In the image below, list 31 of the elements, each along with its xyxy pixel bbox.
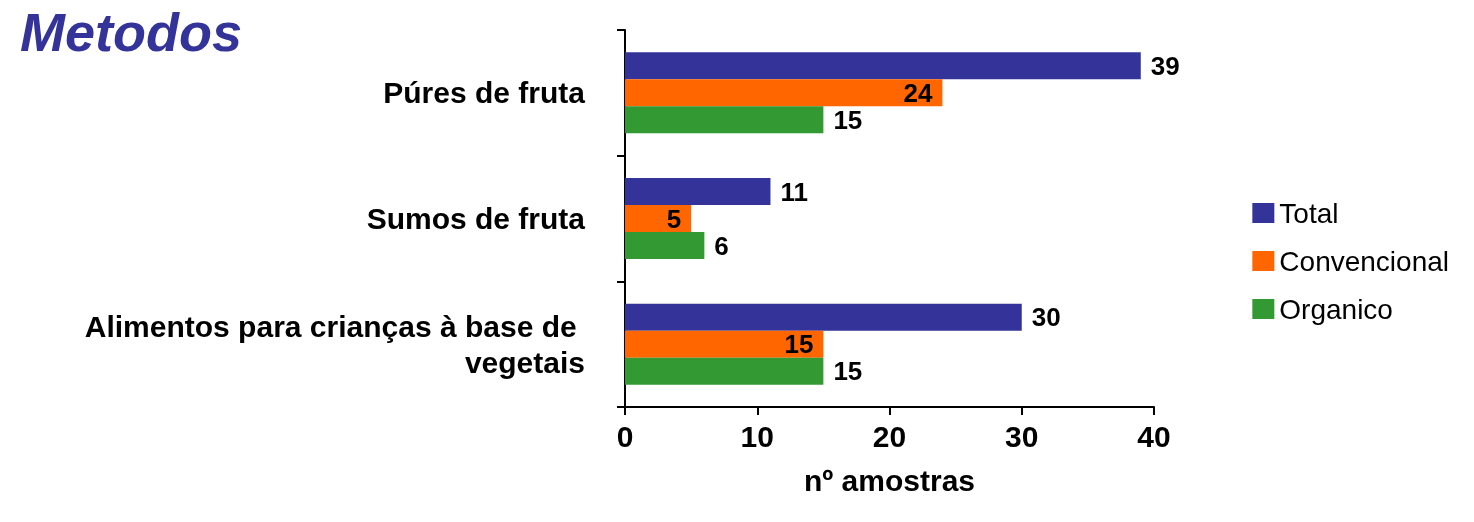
bar xyxy=(625,52,1141,80)
legend-label: Organico xyxy=(1279,293,1393,325)
data-label: 15 xyxy=(833,356,863,387)
bar xyxy=(625,330,824,358)
data-label: 30 xyxy=(1031,302,1061,333)
data-label: 6 xyxy=(714,230,729,261)
legend-label: Convencional xyxy=(1279,245,1449,277)
x-tick-label: 20 xyxy=(872,419,907,453)
data-label: 24 xyxy=(903,77,933,108)
data-label: 39 xyxy=(1150,50,1180,81)
y-tick-label: Púres de fruta xyxy=(383,76,586,110)
x-tick-label: 10 xyxy=(740,419,774,453)
bar xyxy=(625,178,771,205)
x-tick-label: 40 xyxy=(1137,419,1171,453)
data-label: 15 xyxy=(784,329,814,360)
text: Metodos xyxy=(20,2,242,62)
bar xyxy=(625,79,943,107)
y-tick-label: Alimentos para crianças à base de vegetais xyxy=(84,309,585,379)
bar xyxy=(625,303,1022,331)
bar xyxy=(625,357,824,385)
bar xyxy=(625,106,824,134)
data-label: 5 xyxy=(666,203,682,234)
x-tick-label: 0 xyxy=(616,419,634,453)
legend-label: Total xyxy=(1279,197,1339,229)
x-axis-title: nº amostras xyxy=(803,463,976,497)
bar xyxy=(625,205,692,232)
data-label: 11 xyxy=(780,176,808,207)
data-label: 15 xyxy=(833,104,863,135)
bar xyxy=(625,232,705,259)
y-tick-label: Sumos de fruta xyxy=(366,202,586,235)
x-tick-label: 30 xyxy=(1005,419,1039,453)
